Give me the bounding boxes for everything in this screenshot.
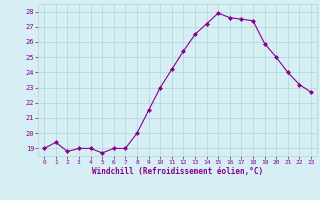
X-axis label: Windchill (Refroidissement éolien,°C): Windchill (Refroidissement éolien,°C) [92, 167, 263, 176]
